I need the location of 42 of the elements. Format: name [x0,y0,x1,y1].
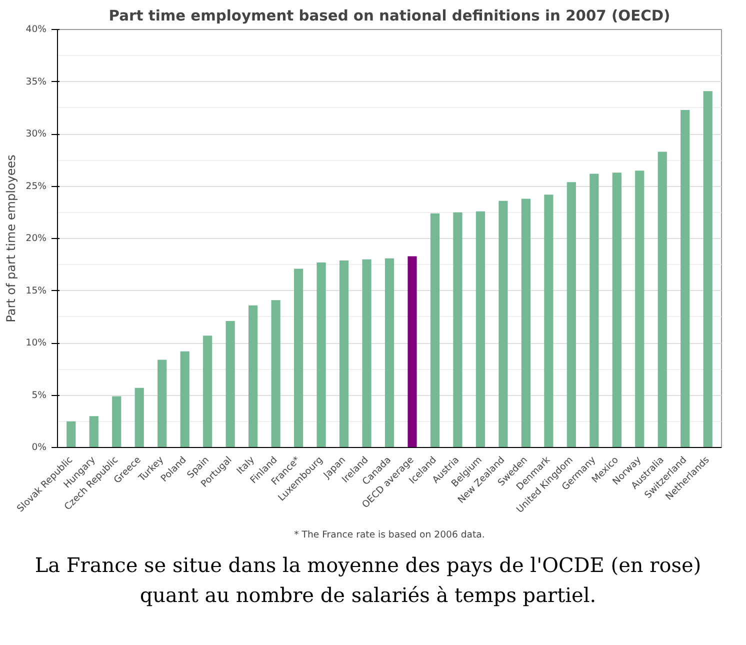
text: * The France rate is based on 2006 data. [294,530,485,540]
y-tick-label: 30% [26,128,47,140]
bar [430,213,440,448]
bar [158,360,167,448]
bar [384,258,394,448]
bar [612,172,622,448]
text: La France se situe dans la moyenne des pays de l'OCDE (en rose) quant au nombre de salariés à temps partiel. [34,552,702,609]
y-tick-label: 0% [32,442,47,453]
bar [294,268,304,448]
bar [271,300,280,448]
bar [89,416,98,448]
bar [112,396,122,448]
y-tick-label: 5% [32,390,47,401]
bar [498,200,508,448]
y-axis-title: Part of part time employees [4,154,18,322]
bar [453,212,462,448]
bar [680,110,690,448]
y-tick-label: 25% [26,180,47,192]
bar [566,182,576,448]
bar [248,305,258,448]
y-tick-label: 20% [26,233,47,244]
y-tick-label: 40% [26,24,47,35]
bar [590,174,599,448]
bar [635,170,644,448]
bar [544,194,554,448]
bar [134,388,144,448]
bar [703,91,712,448]
bar [180,351,190,448]
bar [66,421,76,448]
bar [408,256,417,448]
y-tick-label: 10% [26,338,47,348]
bar [226,321,235,448]
bar [203,336,212,448]
bar [521,198,530,448]
y-tick-label: 35% [26,76,47,88]
bar [362,259,372,448]
bar [658,152,667,448]
bar [316,262,326,448]
chart-title: Part time employment based on national definitions in 2007 (OECD) [108,8,670,24]
bar [476,211,486,448]
bar [339,260,349,448]
y-tick-label: 15% [26,285,47,296]
